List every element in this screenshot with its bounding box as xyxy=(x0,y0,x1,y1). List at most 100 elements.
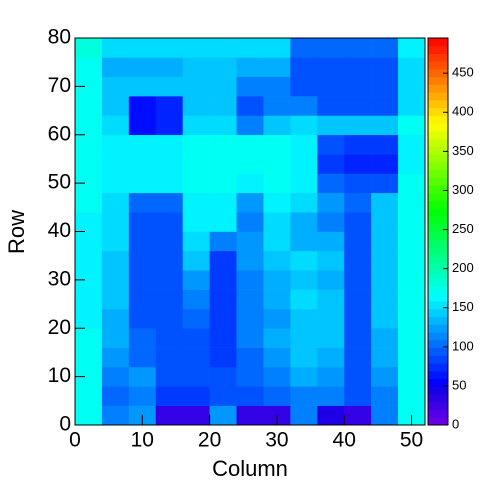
heatmap-cell xyxy=(182,173,210,194)
heatmap-cell xyxy=(209,57,237,77)
heatmap-cell xyxy=(290,289,318,310)
heatmap-cell xyxy=(371,366,399,387)
heatmap-cell xyxy=(75,212,103,232)
heatmap-cell xyxy=(371,289,399,310)
colorbar-step xyxy=(428,84,448,93)
heatmap-cell xyxy=(371,231,399,252)
heatmap-cell xyxy=(317,386,345,406)
heatmap-cell xyxy=(290,192,318,213)
heatmap-cell xyxy=(290,134,318,155)
heatmap-cell xyxy=(128,96,157,116)
heatmap-cell xyxy=(155,308,183,329)
heatmap-cell xyxy=(155,328,183,348)
heatmap-cell xyxy=(263,57,291,77)
colorbar-tick-label: 200 xyxy=(452,260,474,275)
heatmap-cell xyxy=(344,328,372,348)
heatmap-cell xyxy=(263,154,291,174)
heatmap-cell xyxy=(371,212,399,232)
colorbar-step xyxy=(428,277,448,287)
heatmap-cell xyxy=(290,250,318,271)
x-tick-label: 10 xyxy=(131,429,154,452)
heatmap-cell xyxy=(128,38,157,58)
colorbar-step xyxy=(428,146,448,155)
heatmap-cell xyxy=(209,289,237,310)
heatmap-cell xyxy=(371,96,399,116)
heatmap-cell xyxy=(128,115,157,136)
heatmap-cell xyxy=(344,366,372,387)
heatmap-cell xyxy=(317,366,345,387)
heatmap-cell xyxy=(398,115,426,136)
heatmap-cell xyxy=(398,231,426,252)
heatmap-cell xyxy=(101,154,130,174)
colorbar-step xyxy=(428,38,448,47)
heatmap-cell xyxy=(236,154,264,174)
heatmap-cell xyxy=(75,38,103,58)
heatmap-cell xyxy=(317,405,345,426)
heatmap-cell xyxy=(317,154,345,174)
heatmap-cell xyxy=(371,57,399,77)
heatmap-cell xyxy=(398,134,426,155)
colorbar-step xyxy=(428,409,448,418)
heatmap-cell xyxy=(263,270,291,290)
heatmap-cell xyxy=(398,38,426,58)
heatmap-cell xyxy=(344,250,372,271)
heatmap-cell xyxy=(263,308,291,329)
heatmap-cell xyxy=(128,154,157,174)
heatmap-cell xyxy=(75,308,103,329)
heatmap-cell xyxy=(75,289,103,310)
heatmap-cell xyxy=(371,308,399,329)
heatmap-cell xyxy=(398,173,426,194)
heatmap-cell xyxy=(317,231,345,252)
x-axis-title: Column xyxy=(212,456,288,481)
heatmap-cell xyxy=(263,76,291,97)
heatmap-cell xyxy=(209,38,237,58)
colorbar-tick-label: 350 xyxy=(452,143,474,158)
colorbar-step xyxy=(428,107,448,116)
heatmap-cell xyxy=(155,405,183,426)
heatmap-cell xyxy=(182,38,210,58)
heatmap-cell xyxy=(344,115,372,136)
heatmap-cell xyxy=(398,289,426,310)
heatmap-cell xyxy=(209,192,237,213)
heatmap-cell xyxy=(182,192,210,213)
heatmap-cell xyxy=(236,270,264,290)
heatmap-cell xyxy=(75,192,103,213)
heatmap-cell xyxy=(236,115,264,136)
heatmap-cell xyxy=(236,386,264,406)
heatmap-cell xyxy=(290,173,318,194)
heatmap-cell xyxy=(263,134,291,155)
colorbar-step xyxy=(428,285,448,294)
heatmap-cell xyxy=(182,347,210,368)
colorbar-step xyxy=(428,68,448,78)
heatmap-cell xyxy=(182,154,210,174)
heatmap-cell xyxy=(101,328,130,348)
heatmap-cell xyxy=(317,115,345,136)
heatmap-cell xyxy=(75,115,103,136)
heatmap-cell xyxy=(344,231,372,252)
heatmap-cell xyxy=(344,212,372,232)
y-tick-label: 60 xyxy=(48,122,71,145)
heatmap-cell xyxy=(182,231,210,252)
heatmap-cell xyxy=(101,134,130,155)
colorbar-step xyxy=(428,231,448,240)
heatmap-cell xyxy=(236,250,264,271)
heatmap-cell xyxy=(317,57,345,77)
heatmap-cell xyxy=(290,328,318,348)
heatmap-cell xyxy=(75,386,103,406)
heatmap-cell xyxy=(128,366,157,387)
heatmap-cell xyxy=(101,192,130,213)
heatmap-cell xyxy=(290,57,318,77)
heatmap-cell xyxy=(182,366,210,387)
colorbar-step xyxy=(428,347,448,356)
colorbar-step xyxy=(428,185,448,194)
heatmap-cell xyxy=(371,270,399,290)
heatmap-cell xyxy=(263,289,291,310)
colorbar-step xyxy=(428,223,448,232)
heatmap-cell xyxy=(182,57,210,77)
heatmap-cell xyxy=(236,38,264,58)
colorbar-step xyxy=(428,76,448,85)
colorbar-step xyxy=(428,53,448,62)
heatmap-cell xyxy=(128,386,157,406)
heatmap-cell xyxy=(75,405,103,426)
